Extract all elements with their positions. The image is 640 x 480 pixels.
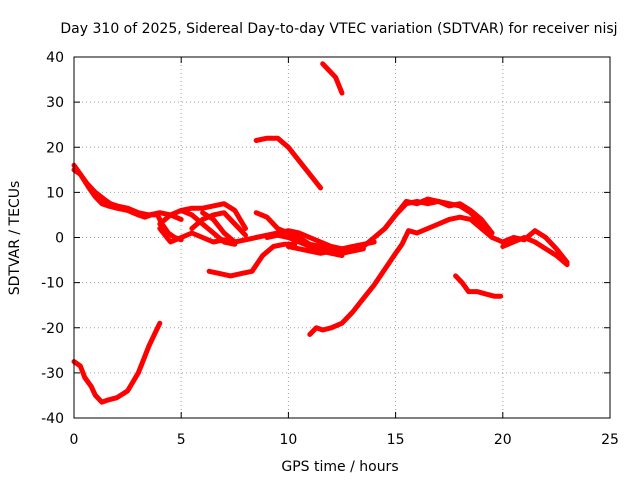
series-arc-16 — [307, 214, 495, 337]
series-arc-20 — [500, 228, 570, 265]
y-tick-label: 30 — [46, 95, 64, 111]
series-arc-13 — [285, 244, 356, 256]
series-arc-10 — [206, 241, 298, 279]
y-tick-label: -20 — [41, 321, 64, 337]
series-arc-9 — [200, 210, 238, 245]
y-tick-label: 40 — [46, 50, 64, 66]
series-arc-7 — [178, 207, 238, 247]
y-axis-label: SDTVAR / TECUs — [7, 181, 23, 296]
grid-lines — [74, 57, 610, 418]
series-arc-18 — [382, 196, 506, 245]
data-series — [71, 61, 570, 405]
chart-title: Day 310 of 2025, Sidereal Day-to-day VTE… — [60, 21, 617, 37]
x-tick-label: 25 — [601, 432, 619, 448]
y-tick-label: 20 — [46, 140, 64, 156]
x-tick-label: 5 — [177, 432, 186, 448]
x-tick-label: 15 — [387, 432, 405, 448]
series-arc-2 — [71, 162, 120, 209]
x-tick-label: 0 — [70, 432, 79, 448]
y-tick-label: 10 — [46, 185, 64, 201]
axis-ticks: 0 5 10 15 20 25 -40 -30 -20 -10 0 10 20 30 40 — [41, 50, 619, 448]
series-arc-1 — [71, 167, 184, 243]
series-arc-8 — [189, 210, 248, 238]
series-arc-4 — [71, 320, 163, 405]
series-arc-15 — [320, 61, 345, 96]
series-arc-14 — [253, 135, 324, 191]
x-tick-label: 10 — [279, 432, 297, 448]
y-tick-label: -10 — [41, 276, 64, 292]
y-tick-label: -30 — [41, 366, 64, 382]
series-arc-21 — [500, 235, 570, 268]
series-arc-19 — [453, 273, 504, 299]
y-tick-label: -40 — [41, 411, 64, 427]
x-axis-label: GPS time / hours — [281, 459, 398, 475]
series-arc-6 — [157, 201, 248, 231]
y-tick-label: 0 — [55, 231, 64, 247]
x-tick-label: 20 — [494, 432, 512, 448]
